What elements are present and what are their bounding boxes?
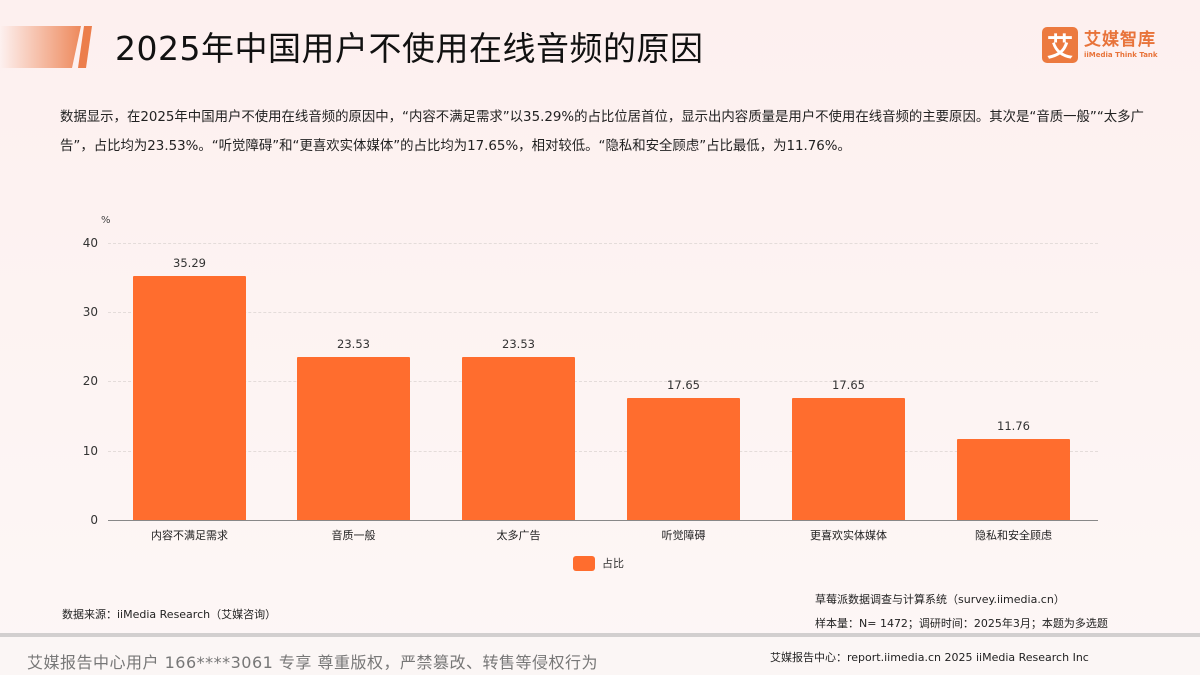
logo-name-en: iiMedia Think Tank — [1084, 51, 1158, 59]
bar — [957, 438, 1070, 520]
y-tick-0: 0 — [90, 513, 98, 527]
footer-report-link: 艾媒报告中心：report.iimedia.cn 2025 iiMedia Re… — [770, 651, 1089, 664]
gridline — [108, 381, 1098, 382]
x-axis-line — [108, 520, 1098, 521]
x-tick-label: 听觉障碍 — [661, 529, 706, 542]
gridline — [108, 451, 1098, 452]
bar — [462, 357, 575, 520]
sample-size-note: 样本量：N= 1472；调研时间：2025年3月；本题为多选题 — [815, 617, 1108, 630]
bar-value-label: 23.53 — [502, 337, 535, 352]
bar — [627, 397, 740, 520]
chart-legend: 占比 — [573, 555, 624, 571]
bar — [792, 397, 905, 520]
title-accent-bar — [0, 26, 81, 68]
logo-name-cn: 艾媒智库 — [1084, 30, 1156, 50]
y-tick-10: 10 — [82, 444, 98, 458]
legend-swatch — [573, 555, 595, 571]
description-text: 数据显示，在2025年中国用户不使用在线音频的原因中，“内容不满足需求”以35.… — [60, 110, 1144, 154]
page-title: 2025年中国用户不使用在线音频的原因 — [115, 29, 704, 68]
survey-system-note: 草莓派数据调查与计算系统（survey.iimedia.cn） — [815, 593, 1065, 606]
y-axis-unit: % — [101, 215, 111, 226]
legend-label: 占比 — [602, 557, 624, 570]
bar-value-label: 11.76 — [997, 418, 1030, 433]
bar-value-label: 17.65 — [667, 377, 700, 392]
footer-copyright-notice: 艾媒报告中心用户 166****3061 专享 尊重版权，严禁篡改、转售等侵权行… — [27, 653, 599, 672]
y-tick-30: 30 — [82, 305, 98, 319]
x-tick-label: 隐私和安全顾虑 — [975, 529, 1052, 542]
bar-value-label: 17.65 — [832, 377, 865, 392]
y-tick-20: 20 — [82, 374, 98, 388]
x-tick-label: 内容不满足需求 — [151, 529, 228, 542]
x-tick-label: 更喜欢实体媒体 — [810, 529, 887, 542]
x-tick-label: 太多广告 — [496, 529, 541, 542]
y-tick-40: 40 — [82, 236, 98, 250]
bar — [297, 357, 410, 520]
footer-divider — [0, 633, 1200, 637]
bar — [133, 275, 246, 520]
gridline — [108, 312, 1098, 313]
bar-value-label: 23.53 — [337, 337, 370, 352]
data-source: 数据来源：iiMedia Research（艾媒咨询） — [62, 608, 277, 621]
bar-chart: % 40 30 20 10 0 35.29 内容不满足需求 23.53 音质一般 23.… — [82, 215, 1098, 571]
bar-value-label: 35.29 — [173, 255, 206, 270]
iimedia-logo: 艾 艾媒智库 iiMedia Think Tank — [1042, 27, 1158, 63]
x-tick-label: 音质一般 — [331, 529, 376, 542]
logo-mark-icon: 艾 — [1042, 27, 1078, 63]
gridline — [108, 243, 1098, 244]
footer: 艾媒报告中心用户 166****3061 专享 尊重版权，严禁篡改、转售等侵权行… — [0, 637, 1200, 675]
